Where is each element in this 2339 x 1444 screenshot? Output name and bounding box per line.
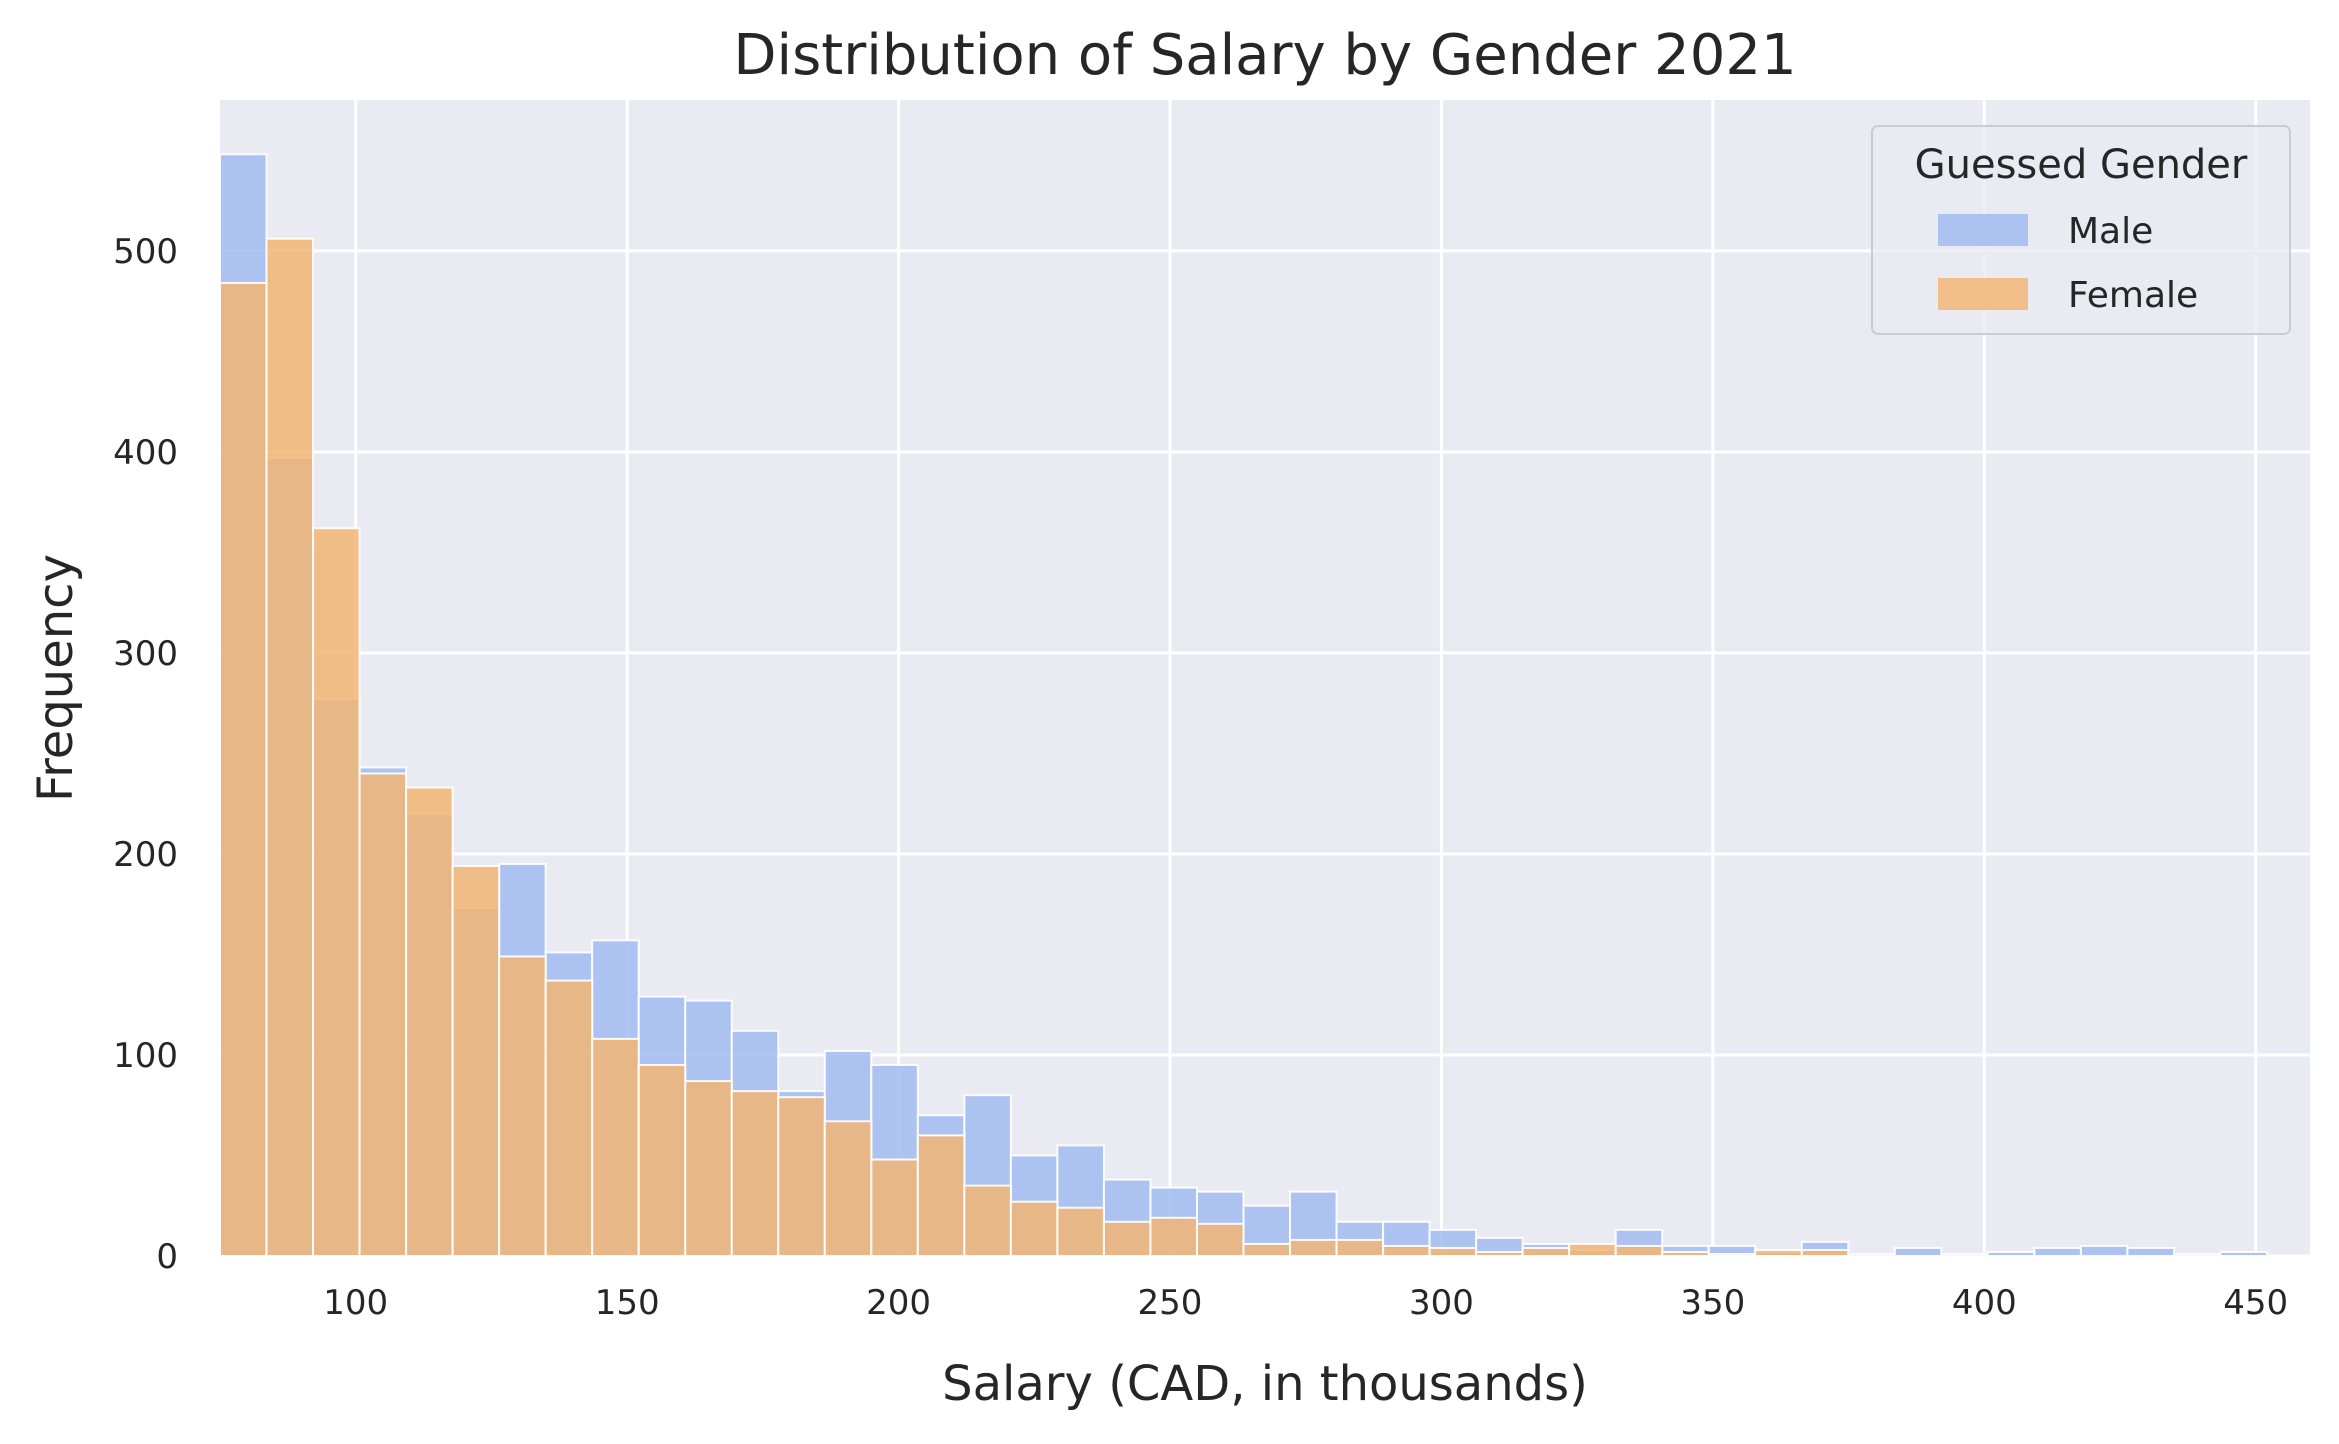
- y-tick-label: 500: [113, 232, 178, 272]
- bar-female: [1568, 1242, 1617, 1257]
- bar-male: [1847, 1252, 1896, 1258]
- bar-female: [451, 864, 501, 1257]
- bar-female: [498, 955, 547, 1257]
- bar-female: [823, 1120, 873, 1258]
- bar-male: [2219, 1250, 2269, 1257]
- bar-female: [730, 1090, 780, 1257]
- series-female: [219, 237, 1850, 1258]
- bar-male: [1940, 1252, 1989, 1258]
- y-tick-label: 400: [113, 433, 178, 473]
- bar-female: [544, 979, 594, 1257]
- x-axis-label: Salary (CAD, in thousands): [942, 1356, 1588, 1412]
- bar-male: [1986, 1250, 2036, 1257]
- bar-female: [1614, 1244, 1664, 1258]
- legend-title: Guessed Gender: [1915, 142, 2248, 188]
- legend-swatch-female: [1938, 278, 2028, 310]
- bar-female: [265, 237, 315, 1258]
- bar-female: [1521, 1246, 1571, 1257]
- bar-female: [777, 1096, 826, 1257]
- bar-female: [1009, 1200, 1059, 1257]
- bar-female: [684, 1080, 733, 1257]
- bar-female: [637, 1064, 687, 1257]
- bar-female: [1707, 1252, 1757, 1258]
- y-tick-label: 0: [156, 1237, 178, 1277]
- bar-female: [1102, 1220, 1152, 1258]
- bar-male: [2079, 1244, 2129, 1258]
- bar-female: [219, 281, 268, 1257]
- y-tick-label: 200: [113, 835, 178, 875]
- bar-female: [1800, 1248, 1850, 1258]
- bar-female: [916, 1134, 966, 1257]
- x-tick-label: 150: [595, 1283, 660, 1323]
- bar-female: [312, 527, 361, 1257]
- bar-female: [1056, 1206, 1105, 1257]
- bar-female: [1754, 1248, 1803, 1258]
- legend-label-female: Female: [2068, 275, 2198, 316]
- y-axis-label: Frequency: [28, 554, 84, 802]
- bar-female: [405, 786, 454, 1258]
- x-tick-label: 100: [323, 1283, 388, 1323]
- bar-female: [1475, 1250, 1524, 1257]
- chart-title: Distribution of Salary by Gender 2021: [733, 23, 1796, 88]
- bar-female: [963, 1184, 1012, 1257]
- bar-female: [591, 1037, 640, 1257]
- bar-female: [1149, 1216, 1198, 1258]
- bar-male: [1893, 1246, 1943, 1257]
- bar-female: [358, 772, 408, 1257]
- bar-female: [1661, 1250, 1710, 1257]
- x-tick-label: 450: [2223, 1283, 2288, 1323]
- bars: [219, 153, 2269, 1258]
- bar-male: [2126, 1246, 2175, 1257]
- x-tick-label: 300: [1409, 1283, 1474, 1323]
- bar-female: [1335, 1238, 1385, 1257]
- bar-female: [1242, 1242, 1292, 1257]
- bar-female: [1428, 1246, 1478, 1257]
- y-tick-label: 300: [113, 634, 178, 674]
- x-tick-label: 400: [1952, 1283, 2017, 1323]
- legend: Guessed Gender Male Female: [1871, 125, 2291, 335]
- y-tick-label: 100: [113, 1036, 178, 1076]
- legend-swatch-male: [1938, 214, 2028, 246]
- bar-male: [2033, 1246, 2082, 1257]
- bar-male: [2172, 1252, 2222, 1258]
- tick-labels: 100 150 200 250 300 350 400 450 0 100 200 300 400 500: [113, 232, 2288, 1323]
- x-tick-label: 200: [866, 1283, 931, 1323]
- bar-female: [1289, 1238, 1338, 1257]
- x-tick-label: 250: [1138, 1283, 1203, 1323]
- x-tick-label: 350: [1680, 1283, 1745, 1323]
- bar-female: [870, 1158, 919, 1258]
- bar-female: [1382, 1244, 1431, 1258]
- bar-female: [1195, 1222, 1245, 1257]
- legend-label-male: Male: [2068, 211, 2153, 252]
